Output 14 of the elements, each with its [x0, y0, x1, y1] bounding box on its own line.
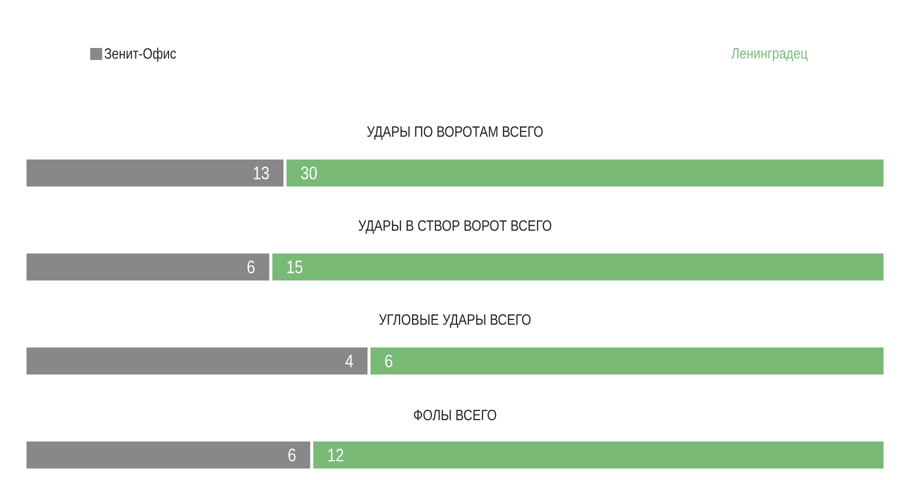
- data-label: 6: [385, 354, 392, 368]
- legend-label: Зенит-Офис: [104, 48, 176, 62]
- data-label: 12: [328, 448, 344, 462]
- data-label: 30: [301, 166, 317, 180]
- text: Ленинградец: [731, 48, 808, 62]
- data-label: 4: [345, 354, 354, 368]
- chart-title: УДАРЫ В СТВОР ВОРОТ ВСЕГО: [358, 220, 552, 234]
- chart-title: УДАРЫ ПО ВОРОТАМ ВСЕГО: [367, 126, 543, 140]
- chart-title: ФОЛЫ ВСЕГО: [414, 410, 496, 420]
- data-label: 13: [254, 166, 269, 180]
- data-label: 6: [248, 260, 255, 274]
- data-label: 6: [288, 448, 296, 462]
- chart-title: УГЛОВЫЕ УДАРЫ ВСЕГО: [379, 314, 531, 328]
- data-label: 15: [287, 260, 302, 274]
